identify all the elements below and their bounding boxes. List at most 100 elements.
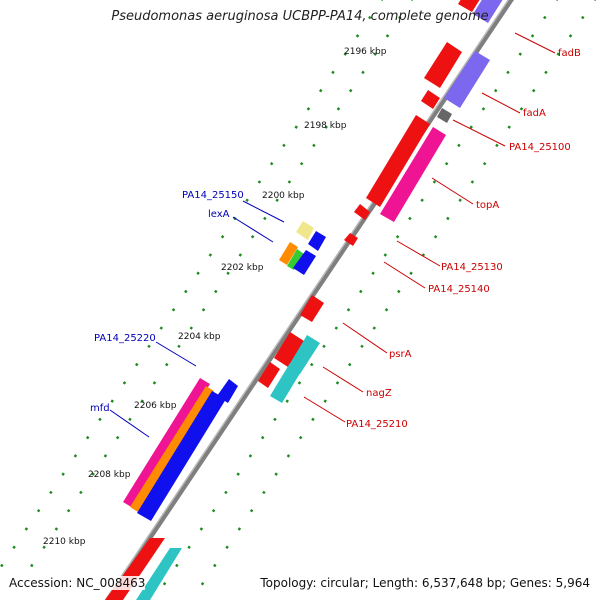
- scale-label-2200: 2200 kbp: [262, 191, 305, 201]
- gene-lexA-feature[interactable]: [287, 249, 304, 270]
- gene-fadA-cds[interactable]: [424, 42, 462, 88]
- gene-bottom-cds[interactable]: [105, 538, 165, 600]
- guide-ring-dot: [250, 235, 255, 239]
- genome-title: Pseudomonas aeruginosa UCBPP-PA14, compl…: [111, 9, 489, 24]
- gene-lexA-cds[interactable]: [279, 242, 298, 265]
- gene-fadA-feature[interactable]: [444, 51, 490, 108]
- guide-ring-dot: [355, 34, 360, 38]
- guide-ring-dot: [36, 508, 41, 513]
- gene-fadB-cds[interactable]: [458, 0, 482, 12]
- guide-ring-dot: [568, 34, 573, 38]
- guide-ring-dot: [79, 490, 83, 495]
- scale-label-2204: 2204 kbp: [178, 332, 221, 342]
- label-leader-lines: [109, 32, 556, 438]
- guide-ring-dot: [348, 362, 352, 367]
- guide-ring-dot: [152, 381, 157, 385]
- guide-ring-dot: [213, 563, 217, 568]
- guide-ring-dot: [175, 563, 179, 568]
- gene-label-fadB[interactable]: fadB: [558, 48, 581, 59]
- gene-label-PA14_25140[interactable]: PA14_25140: [428, 284, 490, 295]
- gene-label-topA[interactable]: topA: [476, 200, 499, 211]
- guide-ring-dot: [85, 435, 90, 440]
- guide-ring-dot: [98, 417, 102, 422]
- gene-topA-feature[interactable]: [380, 127, 446, 222]
- gene-label-PA14_25130[interactable]: PA14_25130: [441, 262, 503, 273]
- gene-nagZ-feature[interactable]: [288, 335, 320, 374]
- gene-topA-cds[interactable]: [366, 115, 430, 207]
- guide-ring-dot: [298, 435, 303, 440]
- guide-ring-dot: [360, 344, 364, 349]
- guide-ring-dot: [518, 52, 522, 56]
- gene-fadB-feature[interactable]: [473, 0, 505, 23]
- guide-ring-dot: [457, 143, 461, 148]
- gene-label-PA14_25100[interactable]: PA14_25100: [509, 142, 571, 153]
- reverse-strand-genes: [123, 221, 326, 521]
- guide-ring-dot: [200, 582, 205, 586]
- guide-ring-dot: [0, 563, 4, 568]
- guide-ring-dot: [273, 417, 277, 422]
- gene-mfd-cds[interactable]: [123, 378, 210, 508]
- guide-ring-dot: [470, 180, 475, 184]
- gene-mfd-feature[interactable]: [130, 386, 214, 512]
- guide-ring-dot: [324, 125, 328, 129]
- gene-PA14_25210-cds[interactable]: [258, 362, 280, 388]
- gene-lexA-blue-2[interactable]: [293, 250, 316, 275]
- gene-PA14_25100-cds[interactable]: [421, 90, 440, 109]
- guide-ring-dot: [361, 70, 365, 75]
- guide-ring-dot: [285, 399, 289, 403]
- guide-ring-dot: [165, 362, 169, 367]
- scale-label-2196: 2196 kbp: [344, 47, 387, 57]
- guide-ring-dot: [432, 180, 437, 184]
- guide-ring-dot: [383, 253, 388, 257]
- gene-PA14_25130-cds[interactable]: [354, 204, 370, 220]
- guide-ring-dot: [66, 508, 71, 513]
- guide-ring-dot: [420, 198, 424, 202]
- guide-ring-dot: [286, 454, 291, 458]
- guide-ring-dot: [544, 70, 548, 75]
- guide-ring-dot: [409, 271, 413, 275]
- gene-label-PA14_25150[interactable]: PA14_25150: [182, 190, 244, 201]
- guide-ring-dot: [372, 326, 377, 330]
- guide-ring-dot: [147, 344, 151, 349]
- guide-ring-dot: [249, 508, 254, 513]
- scale-label-2198: 2198 kbp: [304, 121, 347, 131]
- guide-ring-dot: [519, 107, 524, 111]
- gene-PA14_25100-feature[interactable]: [437, 108, 452, 123]
- guide-ring-dot: [42, 545, 46, 549]
- gene-label-nagZ[interactable]: nagZ: [366, 388, 392, 399]
- guide-ring-dot: [444, 161, 449, 166]
- guide-ring-dot: [282, 143, 286, 148]
- guide-ring-dot: [312, 143, 316, 148]
- gene-label-lexA[interactable]: lexA: [208, 209, 230, 220]
- gene-PA14_25210-feature[interactable]: [270, 363, 302, 403]
- gene-psrA-cds[interactable]: [300, 295, 324, 322]
- gene-bottom-feature[interactable]: [136, 548, 182, 600]
- guide-ring-dot: [257, 180, 262, 184]
- guide-ring-dot: [225, 545, 229, 549]
- gene-label-PA14_25210[interactable]: PA14_25210: [346, 419, 408, 430]
- guide-ring-dot: [263, 216, 267, 221]
- guide-ring-dot: [323, 399, 327, 403]
- guide-ring-dot: [248, 454, 253, 458]
- scale-label-2202: 2202 kbp: [221, 263, 264, 273]
- guide-ring-dot: [12, 545, 16, 549]
- gene-label-PA14_25220[interactable]: PA14_25220: [94, 333, 156, 344]
- gene-mfd-blue[interactable]: [137, 391, 226, 521]
- gene-label-fadA[interactable]: fadA: [523, 108, 546, 119]
- guide-ring-dot: [446, 216, 450, 221]
- guide-ring-dot: [493, 88, 498, 93]
- gene-PA14_25140-cds[interactable]: [344, 233, 358, 246]
- gene-label-psrA[interactable]: psrA: [389, 349, 412, 360]
- gene-lexA-blue-1[interactable]: [308, 231, 326, 251]
- guide-ring-dot: [73, 454, 78, 458]
- guide-ring-dot: [30, 563, 34, 568]
- genome-summary-text: Topology: circular; Length: 6,537,648 bp…: [260, 576, 590, 590]
- guide-ring-dot: [135, 362, 139, 367]
- gene-label-mfd[interactable]: mfd: [90, 403, 110, 414]
- guide-ring-dot: [237, 527, 242, 531]
- gene-nagZ-cds[interactable]: [274, 332, 304, 367]
- scale-label-2208: 2208 kbp: [88, 470, 131, 480]
- gene-PA14_25150-cds[interactable]: [296, 221, 314, 240]
- guide-ring-dot: [122, 381, 127, 385]
